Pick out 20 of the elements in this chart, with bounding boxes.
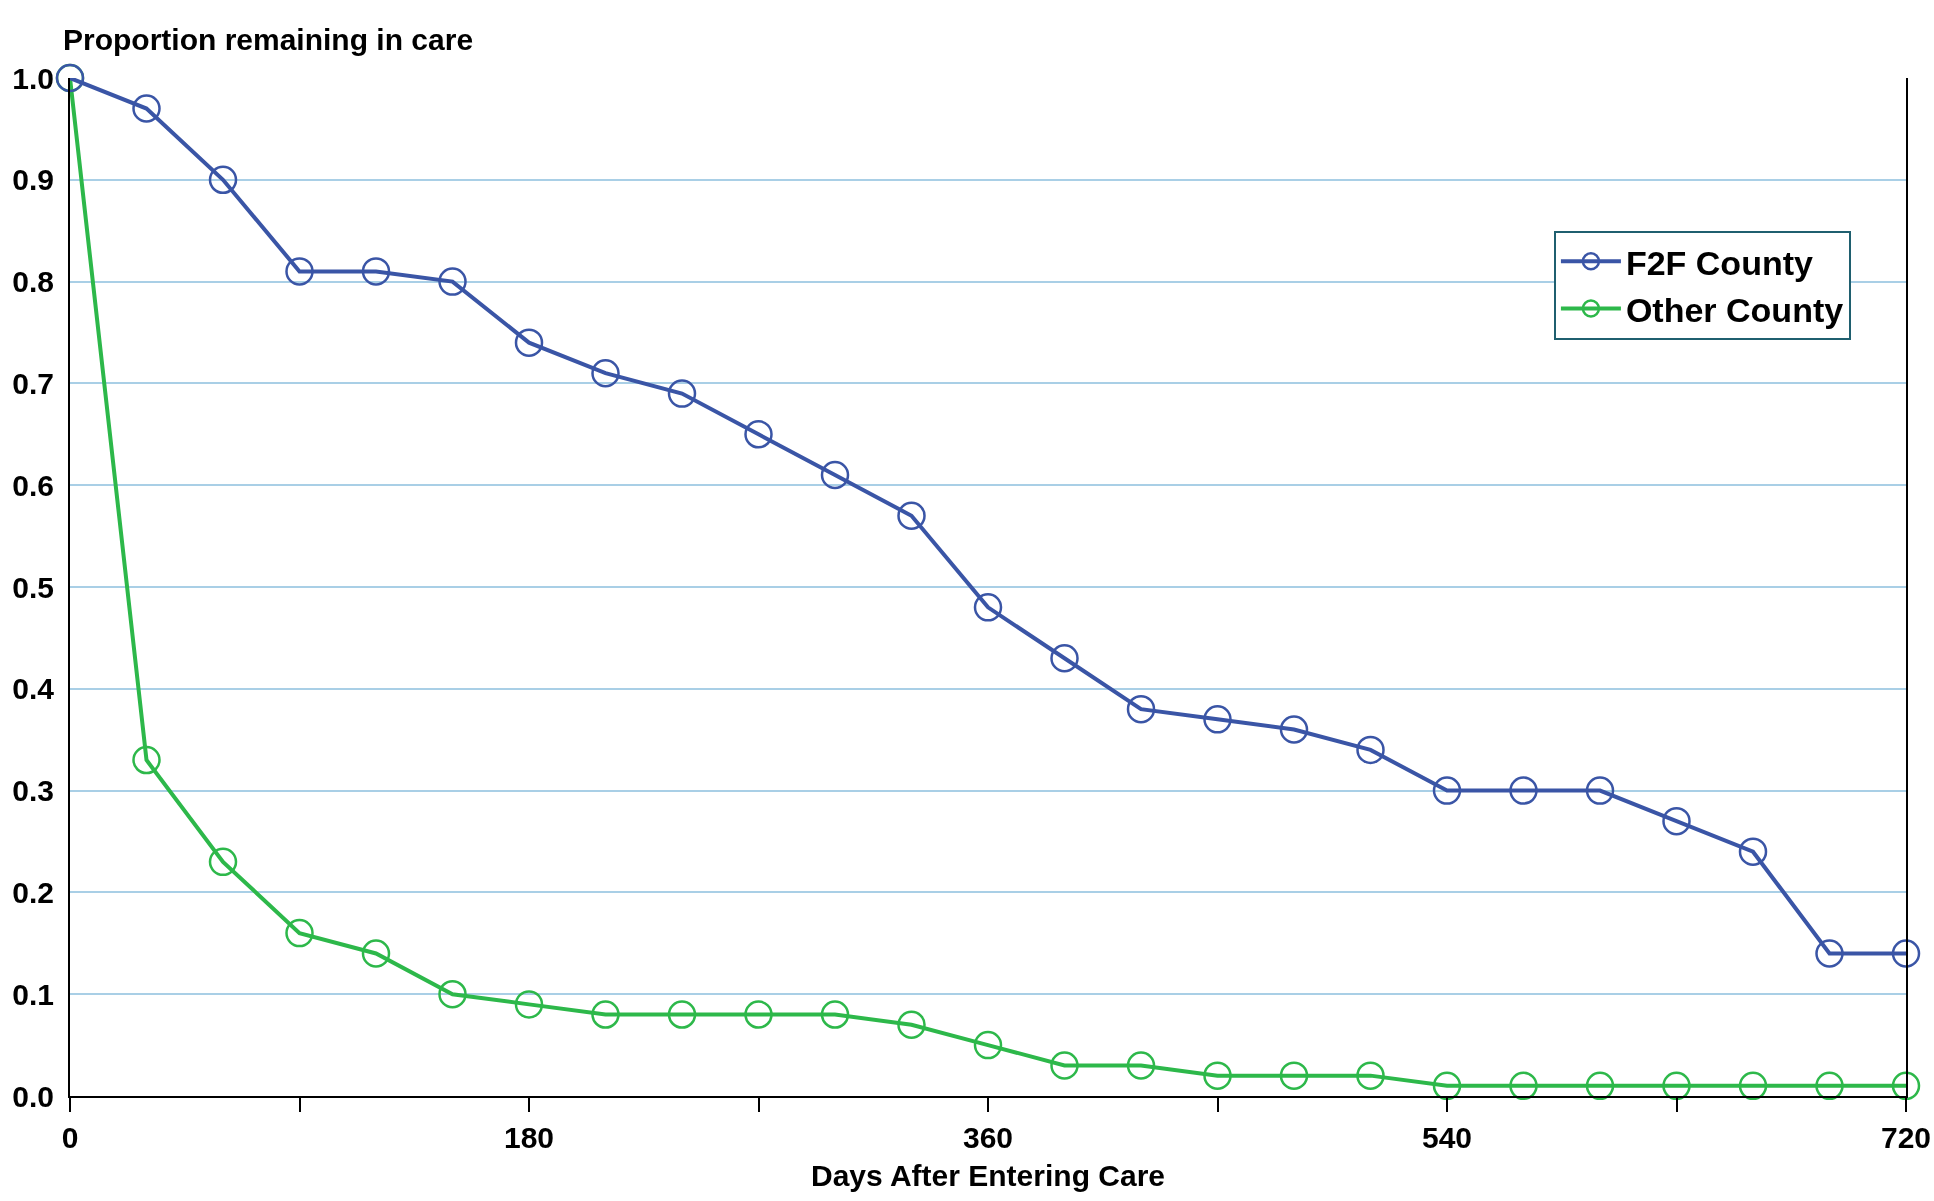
x-tick-label: 720	[1880, 1121, 1932, 1154]
y-tick-label: 0.0	[12, 1079, 54, 1113]
y-tick-label: 0.6	[12, 468, 54, 502]
y-axis-title: Proportion remaining in care	[63, 23, 474, 56]
x-tick-label: 540	[1421, 1121, 1473, 1154]
legend-label: F2F County	[1625, 243, 1813, 282]
x-tick-label: 360	[962, 1121, 1014, 1154]
y-tick-label: 0.1	[12, 977, 54, 1011]
y-tick-label: 0.2	[12, 875, 54, 909]
y-tick-label: 0.3	[12, 774, 54, 808]
y-tick-label: 0.5	[12, 570, 54, 604]
y-tick-label: 0.9	[12, 163, 54, 197]
y-tick-label: 0.8	[12, 265, 54, 299]
y-tick-label: 0.7	[12, 366, 54, 400]
x-axis-title: Days After Entering Care	[811, 1159, 1165, 1192]
x-tick-label: 180	[503, 1121, 555, 1154]
y-tick-label: 0.4	[12, 672, 55, 706]
legend-label: Other County	[1625, 290, 1844, 329]
y-tick-label: 1.0	[12, 61, 54, 95]
x-tick-label: 0	[61, 1121, 79, 1154]
